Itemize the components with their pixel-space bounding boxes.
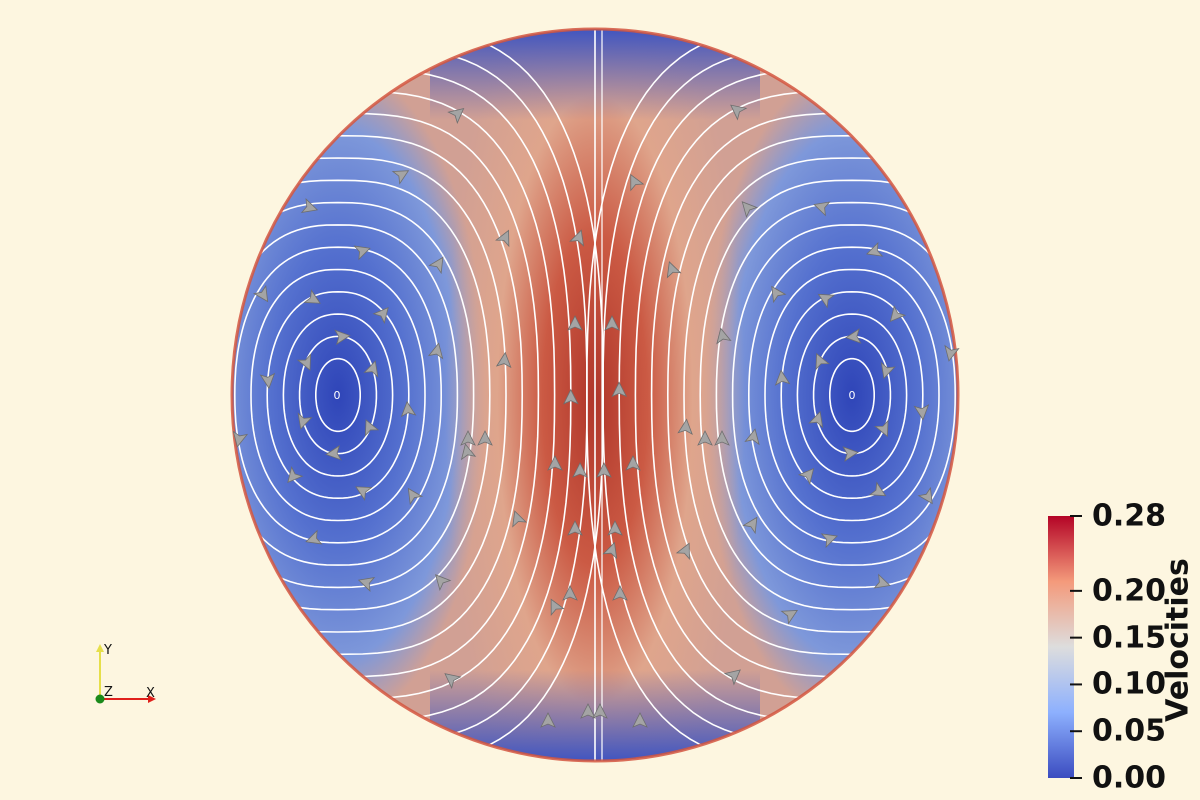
streamline-left: [232, 224, 459, 566]
streamline-right: [796, 313, 908, 477]
streamline-right: [666, 134, 958, 656]
streamline-right: [731, 224, 958, 566]
velocity-field: [232, 29, 958, 761]
color-legend-tick-label: 0.00: [1092, 760, 1167, 796]
z-axis-label: Z: [104, 685, 113, 700]
streamline-right: [829, 357, 875, 433]
color-legend-bar: [1048, 516, 1074, 778]
color-legend-tick-label: 0.28: [1092, 498, 1167, 534]
color-legend-tick-label: 0.15: [1092, 620, 1167, 656]
vortex-core-left-label: 0: [334, 389, 341, 402]
streamline-left: [232, 134, 523, 656]
color-legend-tick-label: 0.05: [1092, 713, 1167, 749]
x-axis-label: X: [146, 686, 155, 701]
streamline-left: [232, 45, 588, 745]
streamline-right: [585, 29, 958, 761]
streamline-right: [650, 112, 958, 678]
orientation-axes-widget[interactable]: Y Z X: [95, 643, 157, 704]
streamline-right: [812, 335, 892, 455]
color-legend-ticks: [1070, 515, 1082, 779]
domain-boundary: [230, 27, 960, 763]
streamline-left: [232, 67, 572, 723]
streamline-left: [232, 29, 604, 761]
streamline-right: [618, 67, 958, 723]
streamline-right: [780, 290, 924, 500]
streamline-left: [232, 112, 540, 678]
y-axis-label: Y: [103, 643, 112, 658]
streamline-left: [266, 290, 410, 500]
streamline-left: [232, 90, 556, 700]
color-legend-tick-label: 0.10: [1092, 666, 1167, 702]
z-axis-dot: [95, 694, 105, 704]
streamline-left: [282, 313, 394, 477]
streamline-left: [232, 179, 491, 611]
color-legend[interactable]: [1048, 515, 1082, 779]
streamline-left: [233, 246, 442, 544]
streamline-left: [232, 157, 507, 633]
streamline-left: [232, 201, 475, 589]
streamline-right: [764, 268, 940, 522]
streamline-right: [747, 246, 956, 544]
vortex-core-right-label: 0: [849, 389, 856, 402]
streamline-left: [298, 335, 378, 455]
streamlines: [232, 29, 958, 761]
color-legend-tick-label: 0.20: [1092, 573, 1167, 609]
streamline-right: [634, 90, 958, 700]
streamline-left: [315, 357, 361, 433]
streamline-left: [250, 268, 426, 522]
